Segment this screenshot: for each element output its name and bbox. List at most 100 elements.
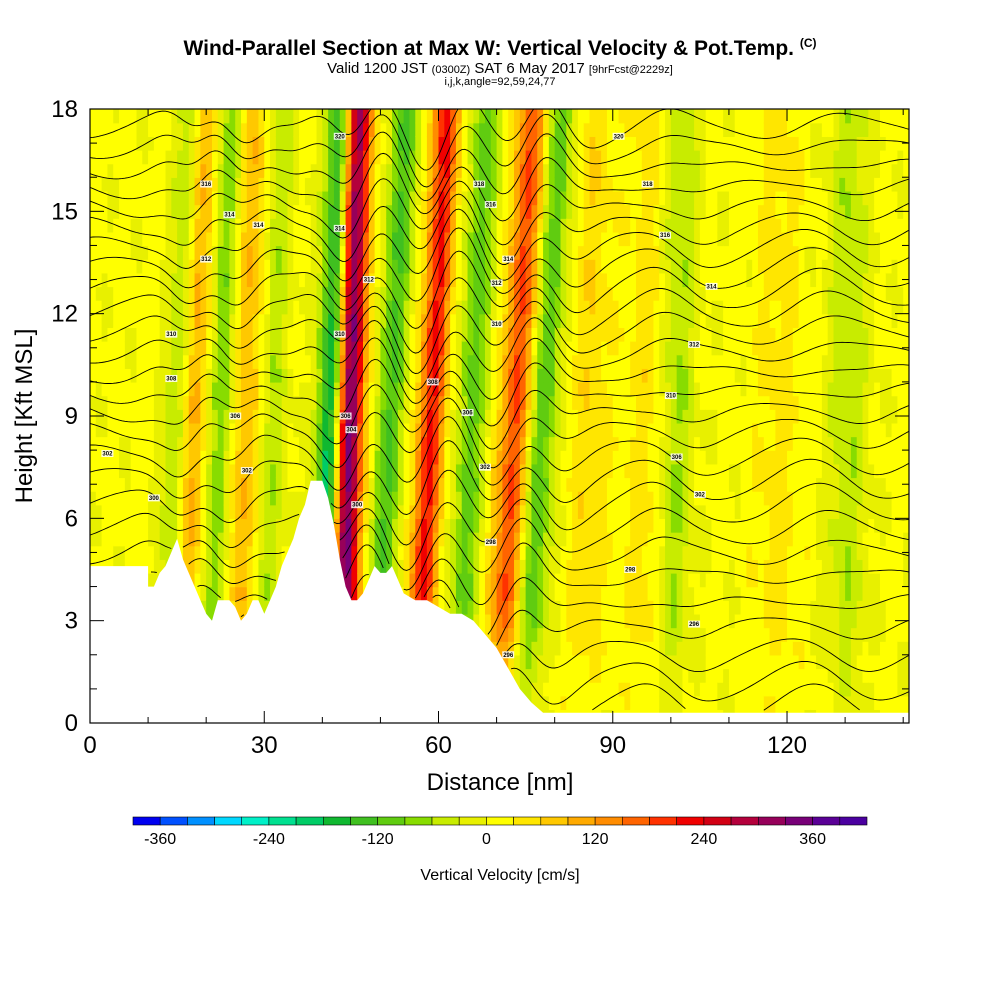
velocity-cell	[682, 450, 689, 465]
velocity-cell	[351, 109, 358, 124]
velocity-cell	[293, 313, 300, 329]
velocity-cell	[368, 354, 376, 369]
velocity-cell	[728, 395, 736, 410]
velocity-cell	[217, 559, 225, 574]
velocity-cell	[235, 381, 242, 397]
velocity-cell	[252, 272, 260, 288]
velocity-cell	[241, 136, 248, 151]
velocity-cell	[653, 531, 660, 547]
velocity-cell	[194, 463, 202, 479]
velocity-cell	[601, 518, 608, 533]
velocity-cell	[403, 313, 411, 329]
velocity-cell	[113, 463, 120, 479]
velocity-cell	[101, 272, 109, 288]
velocity-cell	[304, 109, 312, 124]
velocity-cell	[165, 354, 173, 369]
velocity-cell	[421, 463, 428, 479]
velocity-cell	[159, 218, 167, 233]
velocity-cell	[612, 518, 620, 533]
velocity-cell	[560, 668, 567, 683]
velocity-cell	[194, 190, 202, 206]
velocity-cell	[572, 477, 579, 492]
velocity-cell	[694, 586, 701, 601]
velocity-cell	[595, 149, 602, 165]
velocity-cell	[374, 190, 382, 206]
velocity-cell	[612, 682, 620, 697]
velocity-cell	[119, 136, 126, 151]
velocity-cell	[624, 395, 631, 410]
velocity-cell	[473, 231, 480, 247]
velocity-cell	[438, 286, 446, 301]
velocity-cell	[397, 545, 405, 560]
velocity-cell	[188, 245, 196, 260]
velocity-cell	[241, 436, 248, 451]
velocity-cell	[554, 381, 562, 397]
velocity-cell	[543, 395, 550, 410]
velocity-cell	[537, 381, 544, 397]
velocity-cell	[363, 286, 370, 301]
velocity-cell	[136, 381, 143, 397]
velocity-cell	[502, 572, 509, 588]
velocity-cell	[188, 327, 196, 342]
velocity-cell	[630, 477, 637, 492]
velocity-cell	[496, 190, 504, 206]
velocity-cell	[182, 245, 190, 260]
velocity-cell	[653, 545, 660, 560]
velocity-cell	[409, 477, 416, 492]
velocity-cell	[531, 340, 538, 356]
velocity-cell	[705, 381, 713, 397]
velocity-cell	[281, 204, 289, 219]
velocity-cell	[275, 409, 283, 424]
velocity-cell	[235, 463, 242, 479]
velocity-cell	[275, 313, 283, 329]
velocity-cell	[409, 300, 416, 315]
velocity-cell	[618, 682, 626, 697]
velocity-cell	[606, 627, 614, 642]
velocity-cell	[560, 477, 567, 492]
velocity-cell	[130, 409, 138, 424]
velocity-cell	[241, 259, 248, 274]
velocity-cell	[676, 613, 684, 629]
chart-title: Wind-Parallel Section at Max W: Vertical…	[0, 36, 1000, 61]
velocity-cell	[182, 436, 190, 451]
velocity-cell	[525, 654, 533, 670]
velocity-cell	[432, 313, 440, 329]
velocity-cell	[90, 368, 97, 383]
velocity-cell	[694, 545, 701, 560]
velocity-cell	[606, 340, 614, 356]
velocity-cell	[490, 613, 498, 629]
velocity-cell	[653, 245, 660, 260]
velocity-cell	[554, 163, 562, 178]
velocity-cell	[665, 613, 672, 629]
velocity-cell	[665, 327, 672, 342]
velocity-cell	[217, 450, 225, 465]
velocity-cell	[548, 641, 556, 656]
velocity-cell	[479, 463, 486, 479]
velocity-cell	[636, 272, 643, 288]
velocity-cell	[188, 259, 196, 274]
velocity-cell	[723, 327, 730, 342]
velocity-cell	[403, 109, 411, 124]
velocity-cell	[676, 641, 684, 656]
velocity-cell	[694, 504, 701, 520]
velocity-cell	[583, 163, 591, 178]
velocity-cell	[432, 218, 440, 233]
velocity-cell	[252, 245, 260, 260]
velocity-cell	[688, 218, 695, 233]
velocity-cell	[206, 259, 213, 274]
velocity-cell	[665, 559, 672, 574]
velocity-cell	[694, 218, 701, 233]
velocity-cell	[328, 491, 335, 506]
velocity-cell	[473, 422, 480, 438]
velocity-cell	[717, 477, 724, 492]
velocity-cell	[450, 136, 457, 151]
velocity-cell	[328, 136, 335, 151]
velocity-cell	[136, 409, 143, 424]
velocity-cell	[624, 545, 631, 560]
velocity-cell	[636, 259, 643, 274]
velocity-cell	[293, 190, 300, 206]
velocity-cell	[444, 450, 451, 465]
velocity-cell	[217, 109, 225, 124]
velocity-cell	[606, 436, 614, 451]
velocity-cell	[723, 395, 730, 410]
